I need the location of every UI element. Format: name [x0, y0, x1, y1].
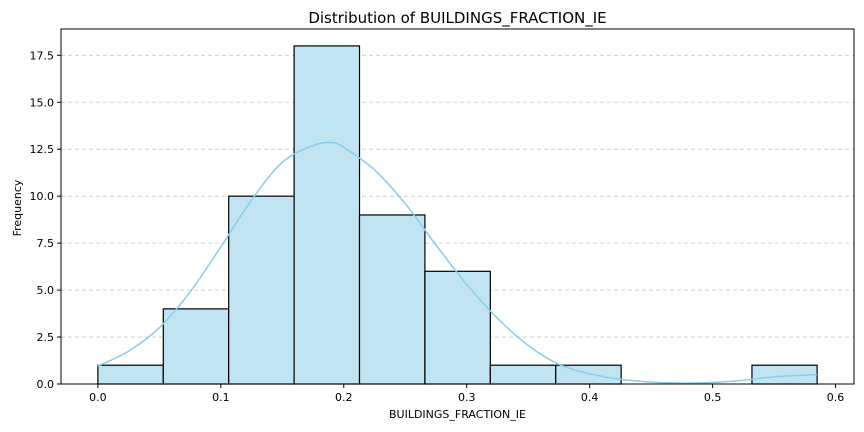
histogram-bar-2 [228, 195, 295, 385]
y-tick-label-7: 17.5 [30, 49, 55, 62]
kde-curve-group [97, 141, 818, 384]
x-tick-label-0: 0.0 [89, 391, 107, 404]
y-axis-label: Frequency [11, 179, 24, 236]
y-tick-label-6: 15.0 [30, 96, 55, 109]
y-tick-label-2: 5.0 [37, 284, 55, 297]
histogram-bar-5 [424, 270, 491, 385]
histogram-bar-1 [162, 308, 230, 385]
histogram-bar-0 [97, 364, 164, 385]
x-tick-label-2: 0.2 [335, 391, 353, 404]
y-tick-label-0: 0.0 [37, 378, 55, 391]
histogram-bars [97, 45, 818, 385]
x-tick-label-4: 0.4 [581, 391, 599, 404]
x-tick-label-3: 0.3 [458, 391, 476, 404]
x-tick-label-6: 0.6 [827, 391, 845, 404]
axes [60, 28, 855, 385]
y-tick-label-3: 7.5 [37, 237, 55, 250]
kde-line [97, 141, 818, 384]
histogram-bar-4 [358, 214, 426, 385]
y-tick-label-4: 10.0 [30, 190, 55, 203]
y-tick-label-5: 12.5 [30, 143, 55, 156]
plot-frame [60, 28, 855, 385]
histogram-bar-6 [489, 364, 557, 385]
histogram-bar-7 [555, 364, 622, 385]
x-tick-label-1: 0.1 [212, 391, 230, 404]
histogram-bar-3 [293, 45, 361, 385]
y-ticks: 0.0 2.5 5.0 7.5 10.0 12.5 15.0 17.5 [30, 49, 61, 391]
x-axis-label: BUILDINGS_FRACTION_IE [389, 408, 526, 421]
x-ticks: 0.0 0.1 0.2 0.3 0.4 0.5 0.6 [89, 384, 844, 404]
y-tick-label-1: 2.5 [37, 331, 55, 344]
x-tick-label-5: 0.5 [704, 391, 722, 404]
chart-title: Distribution of BUILDINGS_FRACTION_IE [308, 9, 606, 28]
